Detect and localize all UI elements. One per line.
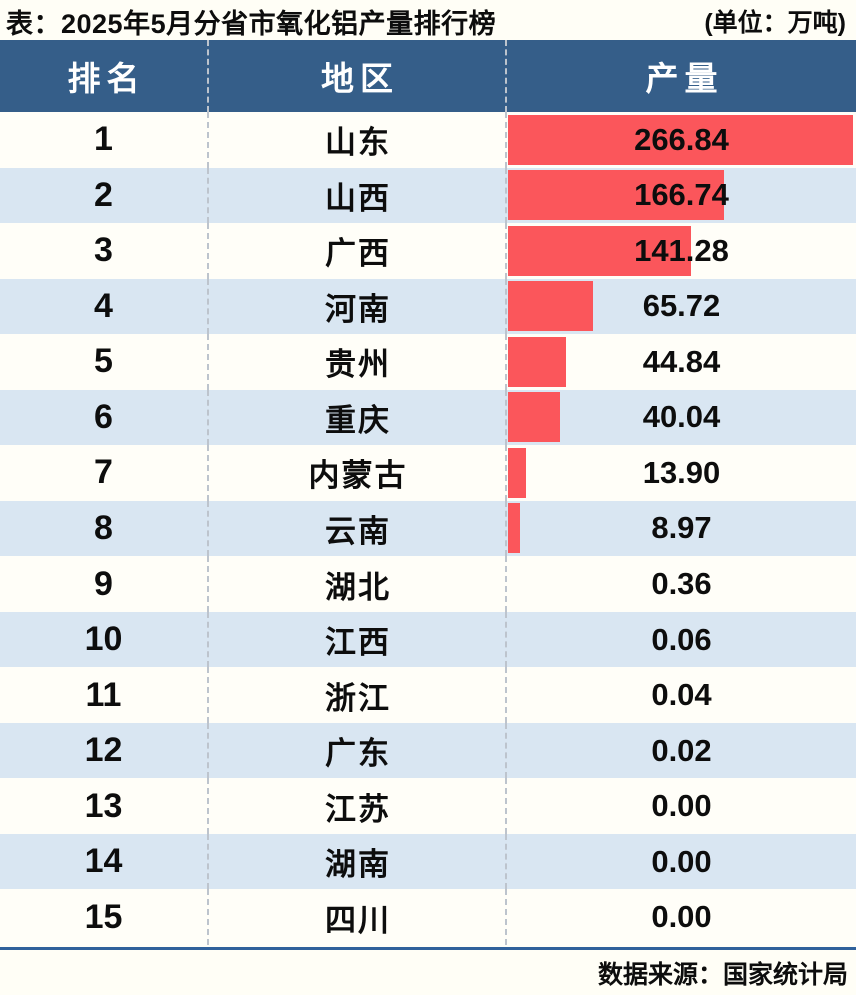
rank-cell: 7 xyxy=(0,445,209,501)
table-row: 6 重庆 40.04 xyxy=(0,389,856,446)
rank-cell: 12 xyxy=(0,722,209,779)
region-cell: 江西 xyxy=(209,611,507,668)
region-cell: 重庆 xyxy=(209,389,507,446)
rank-cell: 10 xyxy=(0,611,209,668)
table-row: 5 贵州 44.84 xyxy=(0,334,856,390)
rank-cell: 9 xyxy=(0,556,209,612)
value-bar xyxy=(508,114,853,165)
rank-cell: 3 xyxy=(0,223,209,279)
header-cell-rank: 排名 xyxy=(0,40,209,112)
region-cell: 内蒙古 xyxy=(209,445,507,501)
region-cell: 湖北 xyxy=(209,556,507,612)
value-cell: 40.04 xyxy=(507,390,856,446)
region-cell: 广东 xyxy=(209,722,507,779)
value-label: 0.06 xyxy=(651,621,712,657)
value-cell: 44.84 xyxy=(507,334,856,390)
chart-title: 表：2025年5月分省市氧化铝产量排行榜 xyxy=(6,8,497,39)
table-row: 12 广东 0.02 xyxy=(0,722,856,779)
region-cell: 浙江 xyxy=(209,667,507,723)
value-bar xyxy=(508,225,691,276)
rank-cell: 13 xyxy=(0,778,209,834)
table-body: 1 山东 266.84 2 山西 166.74 3 广西 141.28 4 河南… xyxy=(0,112,856,945)
table-row: 10 江西 0.06 xyxy=(0,611,856,668)
value-label: 65.72 xyxy=(642,288,721,324)
rank-cell: 15 xyxy=(0,889,209,945)
value-label: 141.28 xyxy=(634,232,729,268)
region-cell: 山西 xyxy=(209,167,507,224)
unit-label: (单位：万吨) xyxy=(704,9,846,37)
header-cell-region: 地区 xyxy=(209,40,507,112)
title-bar: 表：2025年5月分省市氧化铝产量排行榜 (单位：万吨) xyxy=(0,0,856,40)
value-label: 0.00 xyxy=(651,788,712,824)
table-row: 8 云南 8.97 xyxy=(0,500,856,557)
value-bar xyxy=(508,447,526,498)
table-row: 11 浙江 0.04 xyxy=(0,667,856,723)
table-row: 15 四川 0.00 xyxy=(0,889,856,945)
rank-cell: 11 xyxy=(0,667,209,723)
value-cell: 141.28 xyxy=(507,223,856,279)
value-cell: 0.00 xyxy=(507,889,856,945)
value-label: 0.02 xyxy=(651,732,712,768)
value-label: 0.00 xyxy=(651,843,712,879)
table-row: 9 湖北 0.36 xyxy=(0,556,856,612)
value-cell: 166.74 xyxy=(507,168,856,224)
value-label: 0.00 xyxy=(651,899,712,935)
table-row: 7 内蒙古 13.90 xyxy=(0,445,856,501)
value-cell: 0.06 xyxy=(507,612,856,668)
value-bar xyxy=(508,281,593,332)
region-cell: 河南 xyxy=(209,278,507,335)
value-cell: 13.90 xyxy=(507,445,856,501)
value-label: 44.84 xyxy=(642,343,721,379)
value-cell: 0.04 xyxy=(507,667,856,723)
rank-cell: 8 xyxy=(0,500,209,557)
value-label: 0.04 xyxy=(651,677,712,713)
value-bar xyxy=(508,170,724,221)
value-cell: 0.00 xyxy=(507,834,856,890)
footer-divider-line xyxy=(0,947,856,950)
table-row: 2 山西 166.74 xyxy=(0,167,856,224)
value-label: 13.90 xyxy=(642,454,721,490)
footer-bar: 数据来源：国家统计局 xyxy=(0,950,856,995)
table-header-row: 排名 地区 产量 xyxy=(0,40,856,112)
rank-cell: 2 xyxy=(0,167,209,224)
region-cell: 四川 xyxy=(209,889,507,945)
value-cell: 8.97 xyxy=(507,501,856,557)
table-row: 13 江苏 0.00 xyxy=(0,778,856,834)
value-cell: 0.00 xyxy=(507,778,856,834)
value-label: 8.97 xyxy=(651,510,712,546)
value-label: 266.84 xyxy=(634,121,729,157)
value-bar xyxy=(508,503,520,554)
region-cell: 云南 xyxy=(209,500,507,557)
rank-cell: 5 xyxy=(0,334,209,390)
value-cell: 0.02 xyxy=(507,723,856,779)
value-cell: 65.72 xyxy=(507,279,856,335)
region-cell: 湖南 xyxy=(209,833,507,890)
value-label: 40.04 xyxy=(642,399,721,435)
region-cell: 贵州 xyxy=(209,334,507,390)
table-row: 3 广西 141.28 xyxy=(0,223,856,279)
table-row: 4 河南 65.72 xyxy=(0,278,856,335)
value-cell: 0.36 xyxy=(507,556,856,612)
value-label: 166.74 xyxy=(634,177,729,213)
region-cell: 山东 xyxy=(209,112,507,168)
data-source-label: 数据来源：国家统计局 xyxy=(597,960,848,989)
value-bar xyxy=(508,336,566,387)
header-cell-output: 产量 xyxy=(645,62,724,98)
region-cell: 江苏 xyxy=(209,778,507,834)
rank-cell: 14 xyxy=(0,833,209,890)
table-row: 14 湖南 0.00 xyxy=(0,833,856,890)
value-bar xyxy=(508,392,560,443)
rank-cell: 6 xyxy=(0,389,209,446)
value-cell: 266.84 xyxy=(507,112,856,168)
region-cell: 广西 xyxy=(209,223,507,279)
rank-cell: 1 xyxy=(0,112,209,168)
table-row: 1 山东 266.84 xyxy=(0,112,856,168)
rank-cell: 4 xyxy=(0,278,209,335)
value-label: 0.36 xyxy=(651,566,712,602)
